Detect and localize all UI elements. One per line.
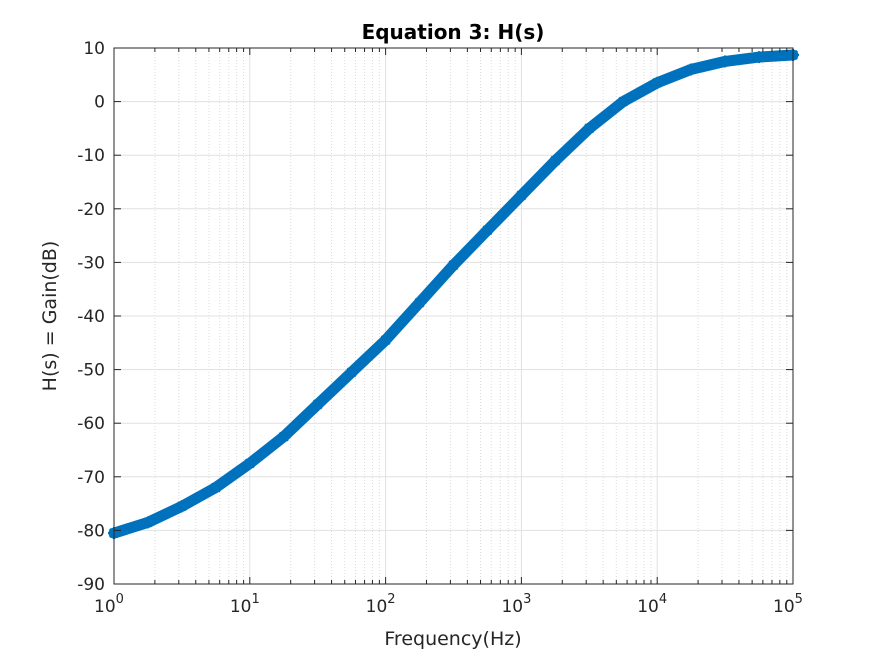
data-point [447, 259, 460, 272]
y-tick-label: -30 [77, 253, 105, 273]
x-tick-label: 103 [501, 592, 531, 617]
data-point [413, 296, 426, 309]
y-tick-label: -90 [77, 575, 105, 595]
y-tick-label: 0 [94, 93, 105, 113]
y-tick-label: 10 [83, 39, 105, 59]
y-tick-label: -20 [77, 200, 105, 220]
data-point [311, 398, 324, 411]
y-tick-label: -50 [77, 361, 105, 381]
data-point [277, 430, 290, 443]
data-point [549, 154, 562, 167]
data-point [209, 481, 222, 494]
x-tick-label: 102 [366, 592, 396, 617]
y-tick-label: -10 [77, 146, 105, 166]
chart-title: Equation 3: H(s) [362, 20, 545, 44]
ticks [113, 47, 794, 585]
data-point [345, 366, 358, 379]
data-point [583, 122, 596, 135]
y-tick-label: -60 [77, 414, 105, 434]
data-point [379, 334, 392, 347]
data-point [617, 95, 630, 108]
data-point [651, 76, 664, 89]
y-axis-label: H(s) = Gain(dB) [39, 241, 61, 392]
data-point [753, 51, 766, 64]
x-tick-label: 104 [637, 592, 667, 617]
x-axis-label: Frequency(Hz) [384, 628, 521, 650]
data-point [243, 457, 256, 470]
data-point [515, 189, 528, 202]
data-point [685, 63, 698, 76]
y-tick-label: -70 [77, 468, 105, 488]
y-tick-label: -80 [77, 521, 105, 541]
x-tick-label: 105 [773, 592, 803, 617]
data-point [142, 516, 155, 529]
data-point [481, 224, 494, 237]
data-point [719, 55, 732, 68]
x-tick-label: 100 [94, 592, 124, 617]
data-point [175, 500, 188, 513]
x-tick-label: 101 [230, 592, 260, 617]
y-tick-label: -40 [77, 307, 105, 327]
